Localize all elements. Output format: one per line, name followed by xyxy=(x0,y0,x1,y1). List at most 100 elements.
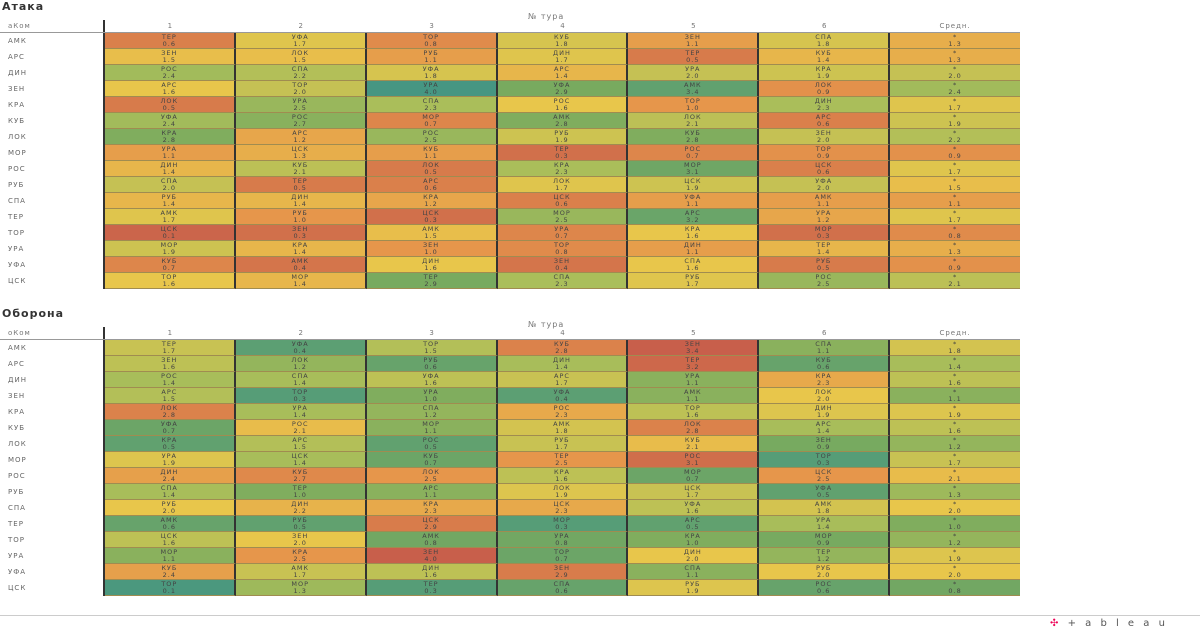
heatmap-cell[interactable]: ДИН 1.1 xyxy=(628,241,760,257)
heatmap-cell[interactable]: КУБ 0.7 xyxy=(366,452,498,468)
heatmap-cell[interactable]: МОР 3.1 xyxy=(628,161,760,177)
heatmap-cell[interactable]: ТЕР 2.5 xyxy=(497,452,629,468)
heatmap-cell[interactable]: РОС 2.5 xyxy=(366,129,498,145)
heatmap-cell[interactable]: ЗЕН 2.9 xyxy=(497,564,629,580)
heatmap-cell[interactable]: ЗЕН 1.5 xyxy=(104,49,236,65)
heatmap-cell[interactable]: ЗЕН 2.0 xyxy=(235,532,367,548)
avg-cell[interactable]: * 1.9 xyxy=(890,548,1021,564)
heatmap-cell[interactable]: КРА 2.3 xyxy=(759,372,891,388)
heatmap-cell[interactable]: АМК 0.8 xyxy=(366,532,498,548)
heatmap-cell[interactable]: КРА 1.4 xyxy=(235,241,367,257)
heatmap-cell[interactable]: ЗЕН 0.3 xyxy=(235,225,367,241)
heatmap-cell[interactable]: СПА 1.2 xyxy=(366,404,498,420)
heatmap-cell[interactable]: АРС 0.6 xyxy=(759,113,891,129)
heatmap-cell[interactable]: ДИН 2.2 xyxy=(235,500,367,516)
heatmap-cell[interactable]: ЗЕН 1.1 xyxy=(628,33,760,49)
heatmap-cell[interactable]: ТЕР 1.2 xyxy=(759,548,891,564)
heatmap-cell[interactable]: СПА 1.6 xyxy=(628,257,760,273)
heatmap-cell[interactable]: УРА 2.5 xyxy=(235,97,367,113)
heatmap-cell[interactable]: ЦСК 1.7 xyxy=(628,484,760,500)
heatmap-cell[interactable]: УФА 0.4 xyxy=(235,340,367,356)
heatmap-cell[interactable]: УРА 1.4 xyxy=(235,404,367,420)
heatmap-cell[interactable]: МОР 1.1 xyxy=(104,548,236,564)
heatmap-cell[interactable]: ДИН 1.4 xyxy=(235,193,367,209)
heatmap-cell[interactable]: КРА 1.9 xyxy=(759,65,891,81)
heatmap-cell[interactable]: ЛОК 2.8 xyxy=(104,404,236,420)
heatmap-cell[interactable]: ДИН 2.0 xyxy=(628,548,760,564)
avg-cell[interactable]: * 1.7 xyxy=(890,452,1021,468)
heatmap-cell[interactable]: ЦСК 2.9 xyxy=(366,516,498,532)
heatmap-cell[interactable]: СПА 2.3 xyxy=(497,273,629,289)
heatmap-cell[interactable]: СПА 1.4 xyxy=(104,484,236,500)
heatmap-cell[interactable]: КРА 2.3 xyxy=(366,500,498,516)
heatmap-cell[interactable]: АМК 0.4 xyxy=(235,257,367,273)
heatmap-cell[interactable]: ТОР 1.5 xyxy=(366,340,498,356)
heatmap-cell[interactable]: КУБ 1.4 xyxy=(759,49,891,65)
heatmap-cell[interactable]: ЦСК 0.1 xyxy=(104,225,236,241)
heatmap-cell[interactable]: РОС 3.1 xyxy=(628,452,760,468)
heatmap-cell[interactable]: ТОР 2.0 xyxy=(235,81,367,97)
heatmap-cell[interactable]: СПА 1.1 xyxy=(759,340,891,356)
heatmap-cell[interactable]: КУБ 1.1 xyxy=(366,145,498,161)
heatmap-cell[interactable]: ТОР 0.8 xyxy=(366,33,498,49)
heatmap-cell[interactable]: ЗЕН 0.9 xyxy=(759,436,891,452)
heatmap-cell[interactable]: РУБ 1.7 xyxy=(628,273,760,289)
heatmap-cell[interactable]: РОС 1.6 xyxy=(497,97,629,113)
heatmap-cell[interactable]: ЦСК 1.9 xyxy=(628,177,760,193)
heatmap-cell[interactable]: ТЕР 1.4 xyxy=(759,241,891,257)
heatmap-cell[interactable]: УФА 1.6 xyxy=(628,500,760,516)
heatmap-cell[interactable]: КУБ 2.8 xyxy=(497,340,629,356)
heatmap-cell[interactable]: УРА 1.2 xyxy=(759,209,891,225)
heatmap-cell[interactable]: РОС 2.1 xyxy=(235,420,367,436)
heatmap-cell[interactable]: РОС 2.3 xyxy=(497,404,629,420)
heatmap-cell[interactable]: ЗЕН 3.4 xyxy=(628,340,760,356)
heatmap-cell[interactable]: УРА 0.7 xyxy=(497,225,629,241)
avg-cell[interactable]: * 1.3 xyxy=(890,484,1021,500)
heatmap-cell[interactable]: УФА 2.0 xyxy=(759,177,891,193)
avg-cell[interactable]: * 1.3 xyxy=(890,33,1021,49)
heatmap-cell[interactable]: ЛОК 1.5 xyxy=(235,49,367,65)
heatmap-cell[interactable]: КУБ 2.4 xyxy=(104,564,236,580)
heatmap-cell[interactable]: УФА 0.7 xyxy=(104,420,236,436)
heatmap-cell[interactable]: ЦСК 1.4 xyxy=(235,452,367,468)
heatmap-cell[interactable]: ЛОК 2.1 xyxy=(628,113,760,129)
heatmap-cell[interactable]: АМК 1.1 xyxy=(628,388,760,404)
heatmap-cell[interactable]: ТОР 1.0 xyxy=(628,97,760,113)
heatmap-cell[interactable]: МОР 1.4 xyxy=(235,273,367,289)
heatmap-cell[interactable]: МОР 0.9 xyxy=(759,532,891,548)
heatmap-cell[interactable]: ЦСК 0.3 xyxy=(366,209,498,225)
heatmap-cell[interactable]: КРА 1.0 xyxy=(628,532,760,548)
heatmap-cell[interactable]: ДИН 1.4 xyxy=(497,356,629,372)
heatmap-cell[interactable]: КРА 1.2 xyxy=(366,193,498,209)
heatmap-cell[interactable]: АМК 1.8 xyxy=(497,420,629,436)
heatmap-cell[interactable]: РОС 2.4 xyxy=(104,65,236,81)
heatmap-cell[interactable]: ТЕР 3.2 xyxy=(628,356,760,372)
heatmap-cell[interactable]: РУБ 0.5 xyxy=(235,516,367,532)
heatmap-cell[interactable]: ЛОК 0.9 xyxy=(759,81,891,97)
avg-cell[interactable]: * 1.6 xyxy=(890,420,1021,436)
heatmap-cell[interactable]: УРА 1.9 xyxy=(104,452,236,468)
heatmap-cell[interactable]: УФА 1.7 xyxy=(235,33,367,49)
heatmap-cell[interactable]: СПА 0.6 xyxy=(497,580,629,596)
heatmap-cell[interactable]: АРС 1.1 xyxy=(366,484,498,500)
heatmap-cell[interactable]: РУБ 1.9 xyxy=(497,129,629,145)
heatmap-cell[interactable]: СПА 1.8 xyxy=(759,33,891,49)
heatmap-cell[interactable]: УРА 4.0 xyxy=(366,81,498,97)
heatmap-cell[interactable]: ДИН 2.4 xyxy=(104,468,236,484)
heatmap-cell[interactable]: ДИН 1.4 xyxy=(104,161,236,177)
heatmap-cell[interactable]: КУБ 2.7 xyxy=(235,468,367,484)
heatmap-cell[interactable]: КРА 2.3 xyxy=(497,161,629,177)
heatmap-cell[interactable]: УФА 0.5 xyxy=(759,484,891,500)
heatmap-cell[interactable]: АМК 0.6 xyxy=(104,516,236,532)
heatmap-cell[interactable]: ТЕР 0.5 xyxy=(235,177,367,193)
heatmap-cell[interactable]: ТОР 0.3 xyxy=(759,452,891,468)
heatmap-cell[interactable]: УРА 0.8 xyxy=(497,532,629,548)
heatmap-cell[interactable]: РОС 2.7 xyxy=(235,113,367,129)
heatmap-cell[interactable]: РОС 0.5 xyxy=(366,436,498,452)
heatmap-cell[interactable]: МОР 1.9 xyxy=(104,241,236,257)
heatmap-cell[interactable]: АМК 1.8 xyxy=(759,500,891,516)
heatmap-cell[interactable]: УФА 1.8 xyxy=(366,65,498,81)
heatmap-cell[interactable]: КРА 0.5 xyxy=(104,436,236,452)
tableau-logo[interactable]: ✣ + a b l e a u xyxy=(1050,618,1168,629)
heatmap-cell[interactable]: ЦСК 2.3 xyxy=(497,500,629,516)
